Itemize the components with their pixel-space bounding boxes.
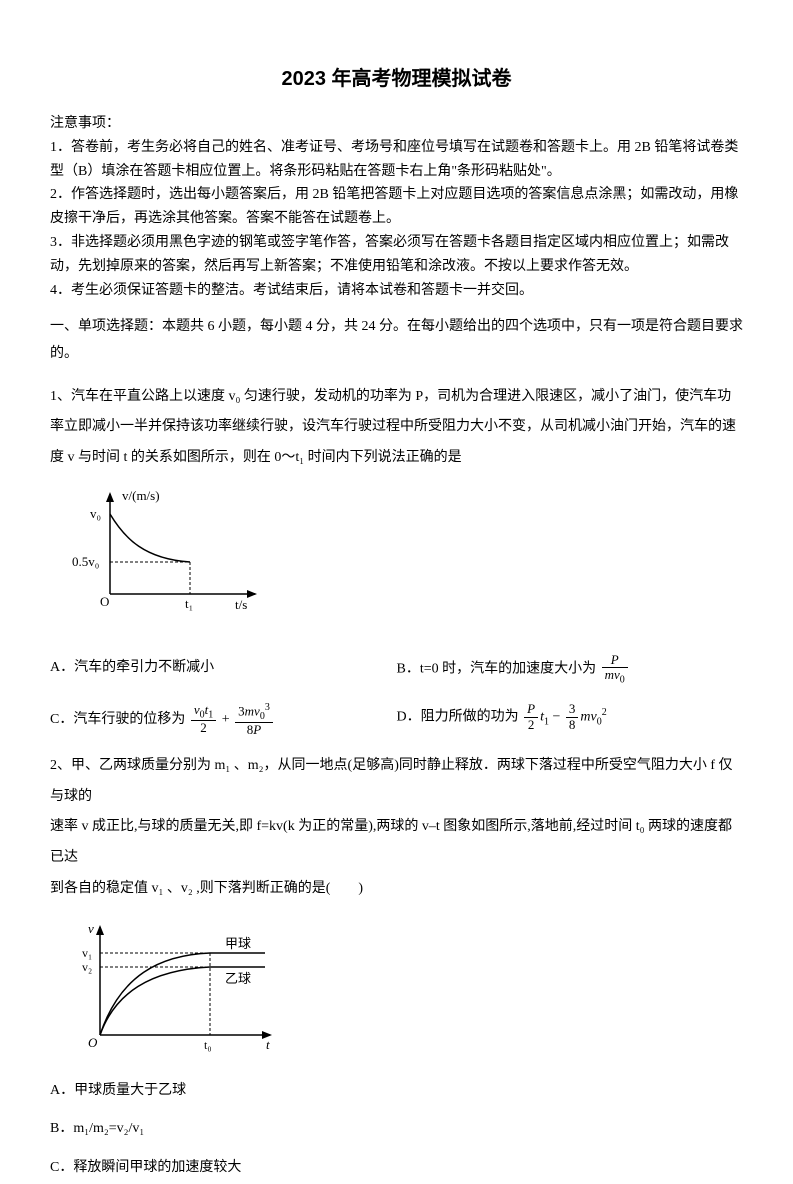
q1-optB: B．t=0 时，汽车的加速度大小为 Pmv0: [397, 653, 744, 686]
svg-text:O: O: [100, 594, 109, 609]
question-1: 1、汽车在平直公路上以速度 v₀ 匀速行驶，发动机的功率为 P，司机为合理进入限…: [50, 382, 743, 737]
instruction-item: 3．非选择题必须用黑色字迹的钢笔或签字笔作答，答案必须写在答题卡各题目指定区域内…: [50, 231, 743, 279]
q1-options-row1: A．汽车的牵引力不断减小 B．t=0 时，汽车的加速度大小为 Pmv0: [50, 653, 743, 686]
yi-label: 乙球: [225, 971, 251, 986]
q1-optC: C．汽车行驶的位移为 v0t12 + 3mv038P: [50, 702, 397, 737]
fraction: 38: [566, 702, 579, 732]
jia-label: 甲球: [225, 936, 251, 951]
q2-svg: v t O v₁ v₂ t₀ 甲球 乙球: [70, 915, 280, 1055]
x-axis-label: t/s: [235, 597, 247, 612]
q2-optA: A．甲球质量大于乙球: [50, 1076, 743, 1107]
optD-text: D．阻力所做的功为: [397, 709, 523, 724]
fraction: Pmv0: [602, 653, 628, 686]
v1-label: v₁: [82, 946, 92, 960]
q1-optA: A．汽车的牵引力不断减小: [50, 653, 397, 686]
fraction: v0t12: [191, 703, 216, 736]
section-heading: 一、单项选择题：本题共 6 小题，每小题 4 分，共 24 分。在每小题给出的四…: [50, 314, 743, 367]
question-stem-line: 到各自的稳定值 v₁ 、v₂ ,则下落判断正确的是( ): [50, 874, 743, 905]
y-axis-label: v/(m/s): [122, 488, 160, 503]
question-stem: 1、汽车在平直公路上以速度 v₀ 匀速行驶，发动机的功率为 P，司机为合理进入限…: [50, 382, 743, 474]
instructions-head: 注意事项：: [50, 112, 743, 136]
q2-curve-jia: [100, 953, 265, 1035]
question-stem-line: 速率 v 成正比,与球的质量无关,即 f=kv(k 为正的常量),两球的 v–t…: [50, 812, 743, 874]
v0-label: v₀: [90, 506, 101, 521]
optC-text: C．汽车行驶的位移为: [50, 711, 189, 726]
halfv0-label: 0.5v₀: [72, 554, 99, 569]
optB-text: B．t=0 时，汽车的加速度大小为: [397, 661, 600, 676]
instruction-item: 1．答卷前，考生务必将自己的姓名、准考证号、考场号和座位号填写在试题卷和答题卡上…: [50, 136, 743, 184]
q1-optD: D．阻力所做的功为 P2t1 − 38mv02: [397, 702, 744, 737]
page-title: 2023 年高考物理模拟试卷: [50, 60, 743, 98]
instructions-block: 注意事项： 1．答卷前，考生务必将自己的姓名、准考证号、考场号和座位号填写在试题…: [50, 112, 743, 302]
fraction: P2: [524, 702, 538, 732]
t1-label: t₁: [185, 596, 193, 611]
q1-figure: v/(m/s) t/s O v₀ 0.5v₀ t₁: [70, 484, 743, 637]
q2-figure: v t O v₁ v₂ t₀ 甲球 乙球: [70, 915, 743, 1068]
q2-optB: B．m₁/m₂=v₂/v₁: [50, 1114, 743, 1145]
q1-svg: v/(m/s) t/s O v₀ 0.5v₀ t₁: [70, 484, 270, 624]
v-axis-label: v: [88, 921, 94, 936]
t0-label: t₀: [204, 1038, 212, 1052]
svg-text:O: O: [88, 1035, 98, 1050]
instruction-item: 2．作答选择题时，选出每小题答案后，用 2B 铅笔把答题卡上对应题目选项的答案信…: [50, 183, 743, 231]
question-2: 2、甲、乙两球质量分别为 m₁ 、m₂，从同一地点(足够高)同时静止释放．两球下…: [50, 751, 743, 1184]
q1-options-row2: C．汽车行驶的位移为 v0t12 + 3mv038P D．阻力所做的功为 P2t…: [50, 702, 743, 737]
instruction-item: 4．考生必须保证答题卡的整洁。考试结束后，请将本试卷和答题卡一并交回。: [50, 279, 743, 303]
t-axis-label: t: [266, 1037, 270, 1052]
q2-optC: C．释放瞬间甲球的加速度较大: [50, 1153, 743, 1184]
q1-curve: [110, 514, 190, 562]
question-stem-line: 2、甲、乙两球质量分别为 m₁ 、m₂，从同一地点(足够高)同时静止释放．两球下…: [50, 751, 743, 813]
fraction: 3mv038P: [235, 702, 273, 737]
v2-label: v₂: [82, 960, 92, 974]
